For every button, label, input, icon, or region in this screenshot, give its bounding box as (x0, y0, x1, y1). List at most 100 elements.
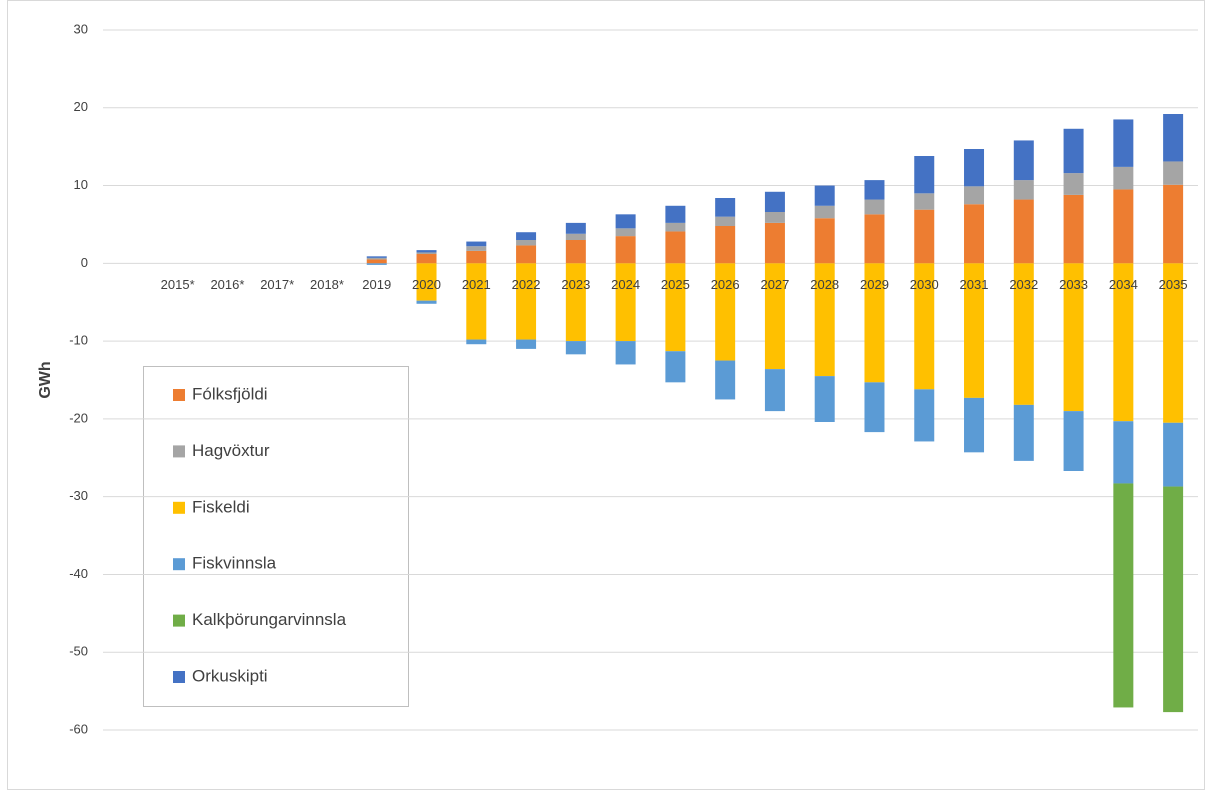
bar-segment (914, 193, 935, 210)
legend-swatch (173, 558, 185, 571)
bar-segment (366, 256, 387, 258)
bar-segment (615, 341, 636, 365)
bar-segment (1113, 166, 1134, 190)
legend-label: Orkuskipti (192, 666, 268, 685)
x-tick-label: 2032 (1009, 277, 1038, 292)
bar-segment (1113, 189, 1134, 264)
bar-segment (665, 222, 686, 232)
bar-segment (615, 236, 636, 264)
y-tick-label: -40 (69, 566, 88, 581)
legend-swatch (173, 671, 185, 683)
bar-segment (516, 245, 537, 264)
bar-segment (715, 360, 736, 400)
legend-swatch (173, 614, 185, 627)
bar-segment (366, 259, 387, 264)
x-tick-label: 2017* (260, 277, 294, 292)
x-tick-label: 2016* (210, 277, 244, 292)
x-tick-label: 2035 (1159, 277, 1188, 292)
y-tick-label: 30 (74, 21, 88, 36)
bar-segment (764, 191, 785, 212)
bar-segment (1163, 422, 1184, 487)
bar-segment (466, 263, 487, 340)
x-tick-label: 2024 (611, 277, 640, 292)
bar-segment (565, 341, 586, 355)
y-tick-label: -20 (69, 410, 88, 425)
bar-segment (814, 263, 835, 377)
x-tick-label: 2023 (561, 277, 590, 292)
bar-segment (964, 149, 985, 187)
y-axis-label: GWh (37, 361, 54, 398)
bar-segment (565, 222, 586, 234)
bar-segment (516, 240, 537, 246)
x-tick-label: 2026 (711, 277, 740, 292)
bar-segment (715, 216, 736, 226)
bar-segment (715, 263, 736, 361)
x-tick-label: 2022 (512, 277, 541, 292)
bar-segment (814, 218, 835, 264)
bar-segment (1163, 263, 1184, 423)
bar-segment (516, 339, 537, 349)
bar-segment (1063, 194, 1084, 264)
bar-segment (416, 263, 437, 301)
bar-segment (914, 263, 935, 390)
x-tick-label: 2020 (412, 277, 441, 292)
bar-segment (864, 214, 885, 264)
x-tick-label: 2019 (362, 277, 391, 292)
bar-segment (1113, 421, 1134, 484)
bar-segment (366, 257, 387, 260)
bar-segment (516, 232, 537, 240)
y-tick-label: -30 (69, 488, 88, 503)
bar-segment (864, 382, 885, 433)
y-tick-label: -50 (69, 644, 88, 659)
bar-segment (416, 300, 437, 304)
bar-segment (764, 369, 785, 412)
bar-segment (615, 228, 636, 237)
bar-segment (416, 254, 437, 264)
bar-segment (864, 180, 885, 200)
x-tick-label: 2031 (960, 277, 989, 292)
legend-swatch (173, 445, 185, 458)
bar-segment (665, 263, 686, 352)
bar-segment (466, 241, 487, 247)
x-tick-label: 2018* (310, 277, 344, 292)
bar-segment (665, 231, 686, 264)
y-tick-label: 10 (74, 177, 88, 192)
bar-segment (565, 233, 586, 240)
bar-segment (1163, 114, 1184, 162)
bar-segment (764, 212, 785, 223)
bar-segment (914, 389, 935, 442)
bar-segment (1113, 263, 1134, 422)
bar-segment (814, 205, 835, 219)
legend-label: Fólksfjöldi (192, 384, 268, 403)
bar-segment (964, 263, 985, 398)
bar-segment (466, 246, 487, 251)
bar-segment (715, 226, 736, 264)
bar-segment (715, 198, 736, 217)
bar-segment (1013, 180, 1034, 200)
bar-segment (964, 186, 985, 205)
legend-swatch (173, 389, 185, 401)
bar-segment (1013, 263, 1034, 405)
bar-segment (914, 209, 935, 264)
bar-segment (814, 376, 835, 422)
bar-segment (1163, 486, 1184, 713)
bar-segment (864, 263, 885, 383)
x-tick-label: 2025 (661, 277, 690, 292)
bar-segment (565, 263, 586, 342)
bar-segment (466, 339, 487, 345)
bar-segment (1113, 119, 1134, 167)
legend-label: Fiskvinnsla (192, 554, 277, 573)
bar-segment (1063, 128, 1084, 174)
bar-segment (964, 397, 985, 453)
bar-segment (565, 240, 586, 264)
bar-segment (1113, 483, 1134, 708)
bar-segment (1063, 263, 1084, 412)
x-tick-label: 2015* (161, 277, 195, 292)
bar-segment (764, 222, 785, 264)
y-tick-label: 20 (74, 99, 88, 114)
bar-segment (1013, 404, 1034, 461)
bar-segment (416, 250, 437, 253)
y-tick-label: -60 (69, 721, 88, 736)
